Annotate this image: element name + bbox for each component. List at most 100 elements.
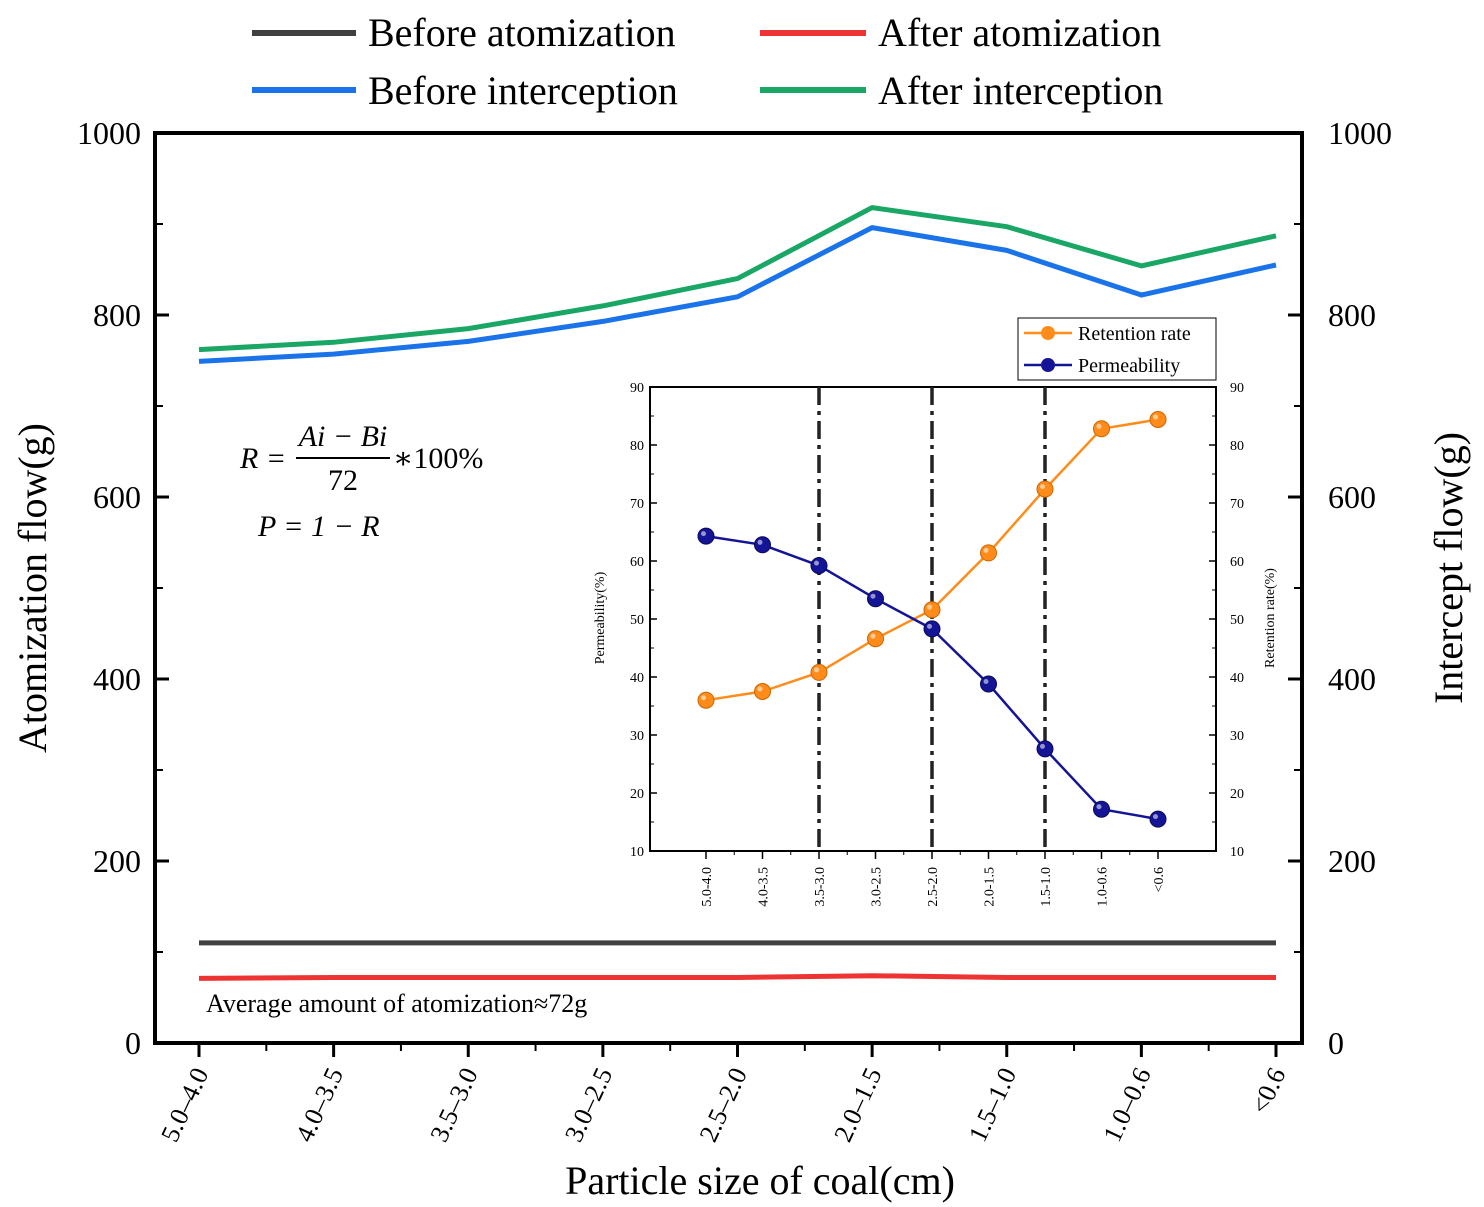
main-y2-tick-label-1000: 1000 xyxy=(1328,115,1392,151)
main-y-tick-label-200: 200 xyxy=(93,843,141,879)
main-y-tick-label-600: 600 xyxy=(93,479,141,515)
inset-series-group xyxy=(697,411,1167,828)
inset-y-tick-label-90: 90 xyxy=(630,381,644,396)
inset-legend-label-retention: Retention rate xyxy=(1078,323,1191,345)
inset-x-tick-label-2-0-1-5: 2.0-1.5 xyxy=(983,867,998,907)
formula-p: P = 1 − R xyxy=(257,510,380,543)
main-x-axis-title: Particle size of coal(cm) xyxy=(565,1158,955,1203)
main-y-tick-label-800: 800 xyxy=(93,297,141,333)
main-y2-tick-label-600: 600 xyxy=(1328,479,1376,515)
inset-point-highlight xyxy=(1096,804,1102,810)
inset-y2-tick-label-30: 30 xyxy=(1230,729,1244,744)
main-y-axis-title: Atomization flow(g) xyxy=(10,423,55,753)
main-y2-tick-label-0: 0 xyxy=(1328,1025,1344,1061)
inset-x-tick-label-3-5-3-0: 3.5-3.0 xyxy=(813,867,828,907)
inset-point-highlight xyxy=(701,695,706,701)
inset-y-axis-title: Permeability(%) xyxy=(593,571,608,664)
inset-legend-marker-retention xyxy=(1041,326,1055,340)
main-x-tick-label-1-5-1-0: 1.5–1.0 xyxy=(963,1063,1022,1146)
main-x-tick-label-2-5-2-0: 2.5–2.0 xyxy=(694,1063,753,1146)
inset-point-highlight xyxy=(1153,414,1158,420)
inset-point-permeability-3-5-3-0 xyxy=(810,557,828,575)
inset-point-permeability-2-5-2-0 xyxy=(923,620,941,638)
inset-y-tick-label-40: 40 xyxy=(630,671,644,686)
inset-x-axis: 5.0-4.0 4.0-3.5 3.5-3.0 3.0-2.5 2.5-2.0 2.0-1… xyxy=(700,851,1167,907)
inset-y2-axis-title: Retention rate(%) xyxy=(1263,568,1278,668)
inset-y2-tick-label-90: 90 xyxy=(1230,381,1244,396)
inset-point-permeability-3-0-2-5 xyxy=(867,590,884,608)
inset-y-axis: 10 20 30 40 50 60 70 80 90 xyxy=(630,381,657,860)
inset-x-tick-label-4-0-3-5: 4.0-3.5 xyxy=(757,867,772,907)
formula-r-numerator: Ai − Bi xyxy=(297,420,388,453)
main-y2-tick-label-400: 400 xyxy=(1328,661,1376,697)
inset-point-highlight xyxy=(927,604,932,610)
inset-legend-marker-permeability xyxy=(1041,358,1055,372)
inset-y2-tick-label-40: 40 xyxy=(1230,671,1244,686)
inset-y2-tick-label-20: 20 xyxy=(1230,787,1244,802)
inset-y-tick-label-50: 50 xyxy=(630,613,644,628)
inset-y-tick-label-80: 80 xyxy=(630,439,644,454)
inset-point-permeability-1-0-0-6 xyxy=(1093,800,1110,818)
inset-point-highlight xyxy=(927,623,932,629)
main-y2-axis: 0 200 400 600 800 1000 xyxy=(1288,115,1392,1061)
main-x-tick-label-1-0-0-6: 1.0–0.6 xyxy=(1098,1063,1157,1146)
inset-point-retention-rate-4-0-3-5 xyxy=(754,683,771,700)
inset-divider-lines xyxy=(817,387,1047,851)
main-y2-tick-label-200: 200 xyxy=(1328,843,1376,879)
inset-point-highlight xyxy=(1040,743,1045,749)
inset-x-tick-label-3-0-2-5: 3.0-2.5 xyxy=(870,867,885,907)
inset-point-permeability-1-5-1-0 xyxy=(1036,740,1054,758)
inset-point-retention-rate-5-0-4-0 xyxy=(697,691,715,709)
main-y-tick-label-0: 0 xyxy=(125,1025,141,1061)
inset-point-retention-rate-2-5-2-0 xyxy=(923,601,941,619)
inset-y-tick-label-20: 20 xyxy=(630,787,644,802)
main-x-tick-label-0-6: <0.6 xyxy=(1245,1063,1291,1118)
inset-point-highlight xyxy=(870,633,876,639)
inset-point-highlight xyxy=(1096,423,1102,429)
inset-point-retention-rate-3-5-3-0 xyxy=(810,663,828,681)
main-y-tick-label-1000: 1000 xyxy=(77,115,141,151)
inset-point-permeability-4-0-3-5 xyxy=(754,536,771,554)
inset-x-tick-label-5-0-4-0: 5.0-4.0 xyxy=(700,867,715,907)
inset-point-retention-rate-1-0-0-6 xyxy=(1093,420,1110,438)
inset-point-retention-rate-3-0-2-5 xyxy=(867,630,884,648)
legend-label-before-atomization: Before atomization xyxy=(368,10,676,55)
main-series-line-after-atomization xyxy=(198,973,1276,981)
main-y2-axis-title: Intercept flow(g) xyxy=(1426,432,1471,704)
legend-label-after-atomization: After atomization xyxy=(878,10,1161,55)
inset-point-permeability-2-0-1-5 xyxy=(980,675,997,693)
inset-point-retention-rate-0-6 xyxy=(1149,411,1167,428)
inset-y2-tick-label-70: 70 xyxy=(1230,497,1244,512)
inset-x-tick-label-1-0-0-6: 1.0-0.6 xyxy=(1096,867,1111,907)
inset-point-highlight xyxy=(757,686,763,692)
inset-point-retention-rate-2-0-1-5 xyxy=(980,544,997,562)
inset-y-tick-label-10: 10 xyxy=(630,845,644,860)
inset-point-permeability-0-6 xyxy=(1149,810,1167,828)
main-series-line-after-interception xyxy=(198,205,1277,353)
main-x-axis: 5.0–4.0 4.0–3.5 3.5–3.0 3.0–2.5 2.5–2.0 2.0–1… xyxy=(155,1043,1291,1146)
main-series-line-before-interception xyxy=(198,225,1277,364)
inset-point-highlight xyxy=(757,539,763,545)
main-y-tick-label-400: 400 xyxy=(93,661,141,697)
inset-y2-axis: 10 20 30 40 50 60 70 80 90 xyxy=(1209,381,1244,860)
inset-x-tick-label-1-5-1-0: 1.5-1.0 xyxy=(1039,867,1054,907)
inset-point-highlight xyxy=(1153,814,1158,820)
inset-point-highlight xyxy=(983,547,989,553)
legend-label-after-interception: After interception xyxy=(878,68,1163,113)
inset-y2-tick-label-50: 50 xyxy=(1230,613,1244,628)
main-legend: Before atomization After atomization Bef… xyxy=(252,10,1163,113)
inset-y2-tick-label-80: 80 xyxy=(1230,439,1244,454)
inset-point-highlight xyxy=(814,667,819,673)
inset-point-highlight xyxy=(701,531,706,537)
inset-x-tick-label-0-6: <0.6 xyxy=(1152,867,1167,892)
formula-r-denominator: 72 xyxy=(328,464,358,497)
formula-r-lhs: R = xyxy=(239,442,286,475)
inset-y-tick-label-30: 30 xyxy=(630,729,644,744)
main-series-group xyxy=(198,205,1277,981)
main-y2-tick-label-800: 800 xyxy=(1328,297,1376,333)
inset-x-tick-label-2-5-2-0: 2.5-2.0 xyxy=(926,867,941,907)
average-atomization-note: Average amount of atomization≈72g xyxy=(206,989,587,1018)
formula-r-suffix: ∗100% xyxy=(393,442,483,475)
